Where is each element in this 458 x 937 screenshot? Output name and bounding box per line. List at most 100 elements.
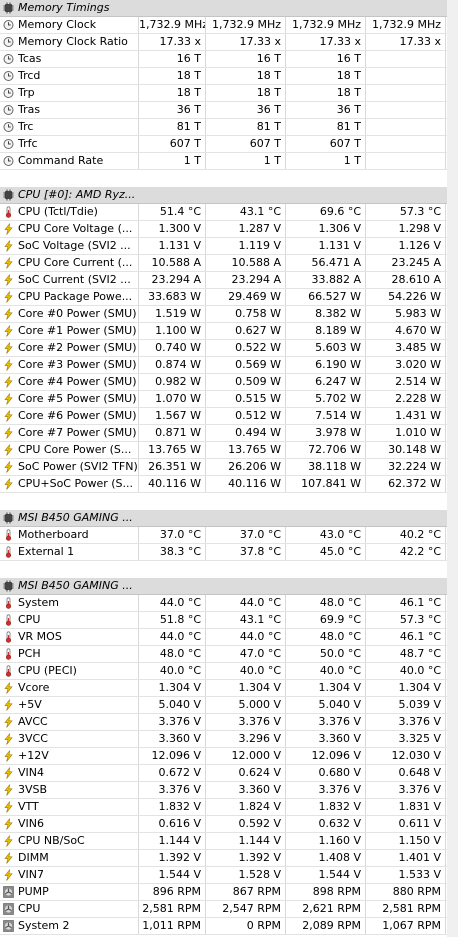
sensor-row[interactable]: System 2 1,011 RPM 0 RPM 2,089 RPM 1,067 RPM [0,918,458,935]
sensor-row[interactable]: SoC Current (SVI2 ... 23.294 A 23.294 A 33.… [0,272,458,289]
minimum-value-cell: 0.627 W [207,323,286,339]
current-value-cell: 5.040 V [139,697,206,713]
maximum-value-cell: 45.0 °C [287,544,366,560]
current-value-cell: 0.672 V [139,765,206,781]
sensor-label: SoC Power (SVI2 TFN) [18,460,138,473]
sensor-row[interactable]: PCH 48.0 °C 47.0 °C 50.0 °C 48.7 °C [0,646,458,663]
sensor-row[interactable]: CPU (Tctl/Tdie) 51.4 °C 43.1 °C 69.6 °C 57.3… [0,204,458,221]
average-value-cell [367,68,446,84]
sensor-row[interactable]: Core #4 Power (SMU) 0.982 W 0.509 W 6.247 W… [0,374,458,391]
sensor-name-cell: CPU (PECI) [0,663,139,679]
sensor-row[interactable]: AVCC 3.376 V 3.376 V 3.376 V 3.376 V [0,714,458,731]
current-value-cell: 40.0 °C [139,663,206,679]
current-value-cell: 1.144 V [139,833,206,849]
sensor-row[interactable]: SoC Voltage (SVI2 ... 1.131 V 1.119 V 1.131… [0,238,458,255]
average-value-cell [367,102,446,118]
current-value-cell: 1.567 W [139,408,206,424]
sensor-row[interactable]: System 44.0 °C 44.0 °C 48.0 °C 46.1 °C [0,595,458,612]
section-header[interactable]: MSI B450 GAMING ... [0,510,458,527]
sensor-row[interactable]: Core #6 Power (SMU) 1.567 W 0.512 W 7.514 W… [0,408,458,425]
sensor-row[interactable]: CPU 51.8 °C 43.1 °C 69.9 °C 57.3 °C [0,612,458,629]
sensor-row[interactable]: VIN7 1.544 V 1.528 V 1.544 V 1.533 V [0,867,458,884]
sensor-label: Tcas [18,52,42,65]
vertical-scrollbar[interactable] [447,0,458,937]
sensor-label: VIN4 [18,766,44,779]
sensor-row[interactable]: CPU Core Power (S... 13.765 W 13.765 W 72.7… [0,442,458,459]
sensor-row[interactable]: +12V 12.096 V 12.000 V 12.096 V 12.030 V [0,748,458,765]
sensor-row[interactable]: Core #1 Power (SMU) 1.100 W 0.627 W 8.189 W… [0,323,458,340]
sensor-row[interactable]: SoC Power (SVI2 TFN) 26.351 W 26.206 W 38.1… [0,459,458,476]
sensor-row[interactable]: Motherboard 37.0 °C 37.0 °C 43.0 °C 40.2 °C [0,527,458,544]
sensor-row[interactable]: External 1 38.3 °C 37.8 °C 45.0 °C 42.2 °C [0,544,458,561]
sensor-row[interactable]: Tcas 16 T 16 T 16 T [0,51,458,68]
section-header[interactable]: Memory Timings [0,0,458,17]
minimum-value-cell: 26.206 W [207,459,286,475]
maximum-value-cell: 2,621 RPM [287,901,366,917]
sensor-row[interactable]: VIN4 0.672 V 0.624 V 0.680 V 0.648 V [0,765,458,782]
sensor-row[interactable]: CPU Core Voltage (... 1.300 V 1.287 V 1.306… [0,221,458,238]
clock-icon [3,122,14,132]
sensor-row[interactable]: Trcd 18 T 18 T 18 T [0,68,458,85]
maximum-value-cell: 72.706 W [287,442,366,458]
sensor-name-cell: External 1 [0,544,139,560]
average-value-cell: 46.1 °C [367,629,446,645]
thermometer-icon [5,648,12,660]
sensor-row[interactable]: VR MOS 44.0 °C 44.0 °C 48.0 °C 46.1 °C [0,629,458,646]
sensor-row[interactable]: Vcore 1.304 V 1.304 V 1.304 V 1.304 V [0,680,458,697]
sensor-row[interactable]: PUMP 896 RPM 867 RPM 898 RPM 880 RPM [0,884,458,901]
maximum-value-cell: 8.382 W [287,306,366,322]
sensor-label: Vcore [18,681,50,694]
section-header[interactable]: CPU [#0]: AMD Ryz... [0,187,458,204]
sensor-label: Core #2 Power (SMU) [18,341,137,354]
section-header[interactable]: MSI B450 GAMING ... [0,578,458,595]
sensor-row[interactable]: CPU 2,581 RPM 2,547 RPM 2,621 RPM 2,581 RPM [0,901,458,918]
sensor-row[interactable]: Trp 18 T 18 T 18 T [0,85,458,102]
maximum-value-cell: 0.632 V [287,816,366,832]
sensor-row[interactable]: Memory Clock 1,732.9 MHz 1,732.9 MHz 1,732.… [0,17,458,34]
maximum-value-cell: 3.376 V [287,782,366,798]
sensor-row[interactable]: CPU NB/SoC 1.144 V 1.144 V 1.160 V 1.150 V [0,833,458,850]
maximum-value-cell: 66.527 W [287,289,366,305]
current-value-cell: 51.4 °C [139,204,206,220]
sensor-row[interactable]: Trfc 607 T 607 T 607 T [0,136,458,153]
sensor-label: VR MOS [18,630,62,643]
average-value-cell: 54.226 W [367,289,446,305]
sensor-row[interactable]: Tras 36 T 36 T 36 T [0,102,458,119]
sensor-name-cell: 3VSB [0,782,139,798]
sensor-label: CPU (Tctl/Tdie) [18,205,98,218]
sensor-row[interactable]: CPU (PECI) 40.0 °C 40.0 °C 40.0 °C 40.0 °C [0,663,458,680]
sensor-name-cell: Core #2 Power (SMU) [0,340,139,356]
sensor-row[interactable]: +5V 5.040 V 5.000 V 5.040 V 5.039 V [0,697,458,714]
average-value-cell: 880 RPM [367,884,446,900]
sensor-name-cell: SoC Current (SVI2 ... [0,272,139,288]
sensor-row[interactable]: VIN6 0.616 V 0.592 V 0.632 V 0.611 V [0,816,458,833]
current-value-cell: 0.871 W [139,425,206,441]
current-value-cell: 36 T [139,102,206,118]
sensor-row[interactable]: Core #0 Power (SMU) 1.519 W 0.758 W 8.382 W… [0,306,458,323]
sensor-row[interactable]: Core #2 Power (SMU) 0.740 W 0.522 W 5.603 W… [0,340,458,357]
sensor-row[interactable]: CPU Core Current (... 10.588 A 10.588 A 56.… [0,255,458,272]
sensor-row[interactable]: DIMM 1.392 V 1.392 V 1.408 V 1.401 V [0,850,458,867]
sensor-row[interactable]: CPU+SoC Power (S... 40.116 W 40.116 W 107.8… [0,476,458,493]
minimum-value-cell: 3.360 V [207,782,286,798]
sensor-row[interactable]: 3VCC 3.360 V 3.296 V 3.360 V 3.325 V [0,731,458,748]
sensor-row[interactable]: Core #5 Power (SMU) 1.070 W 0.515 W 5.702 W… [0,391,458,408]
sensor-row[interactable]: Core #7 Power (SMU) 0.871 W 0.494 W 3.978 W… [0,425,458,442]
sensor-row[interactable]: Trc 81 T 81 T 81 T [0,119,458,136]
sensor-row[interactable]: Core #3 Power (SMU) 0.874 W 0.569 W 6.190 W… [0,357,458,374]
sensor-label: CPU Core Power (S... [18,443,132,456]
lightning-icon [4,376,13,388]
sensor-row[interactable]: CPU Package Powe... 33.683 W 29.469 W 66.52… [0,289,458,306]
maximum-value-cell: 5.040 V [287,697,366,713]
maximum-value-cell: 69.9 °C [287,612,366,628]
sensor-row[interactable]: 3VSB 3.376 V 3.360 V 3.376 V 3.376 V [0,782,458,799]
minimum-value-cell: 40.0 °C [207,663,286,679]
current-value-cell: 0.982 W [139,374,206,390]
minimum-value-cell: 1.144 V [207,833,286,849]
sensor-row[interactable]: VTT 1.832 V 1.824 V 1.832 V 1.831 V [0,799,458,816]
average-value-cell: 1,732.9 MHz [367,17,446,33]
current-value-cell: 1.131 V [139,238,206,254]
sensor-name-cell: Trc [0,119,139,135]
